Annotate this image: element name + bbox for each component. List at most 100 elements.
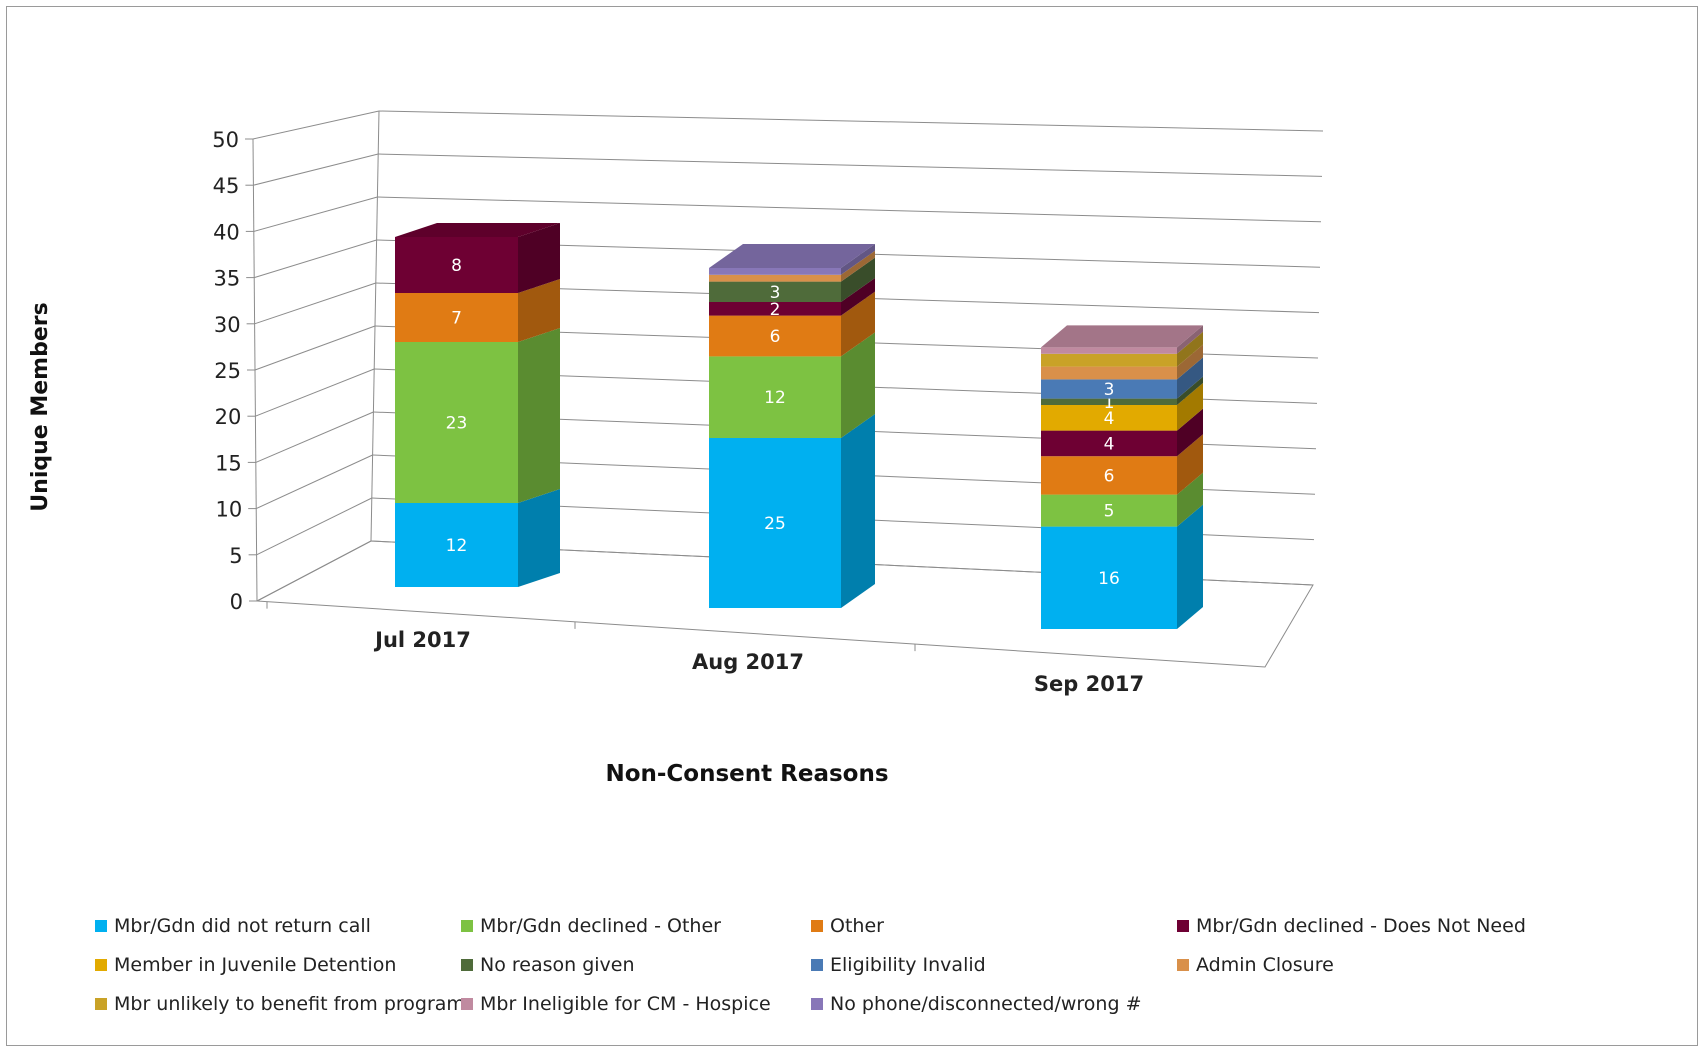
legend-label: Mbr/Gdn declined - Other <box>480 915 721 937</box>
y-tick-label: 20 <box>215 405 242 429</box>
bar-segment-side <box>1177 383 1203 431</box>
bar-segment-top <box>709 244 875 268</box>
bar-segment-front <box>1041 405 1177 431</box>
bar-segment-side <box>1177 376 1203 405</box>
bar-segment-front <box>709 356 841 438</box>
y-tick-label: 35 <box>213 267 240 291</box>
side-gridline <box>253 153 379 186</box>
y-tick-label: 5 <box>229 544 242 568</box>
bar-segment-top <box>395 223 560 237</box>
side-gridline <box>255 454 373 510</box>
legend-swatch <box>95 959 107 971</box>
data-label: 6 <box>770 327 781 347</box>
legend-label: Member in Juvenile Detention <box>114 954 397 976</box>
side-gridline <box>255 368 375 417</box>
legend-label: Eligibility Invalid <box>830 954 986 976</box>
bar-segment-side <box>1177 504 1203 629</box>
back-gridline <box>378 153 1323 177</box>
back-gridline <box>377 196 1322 223</box>
legend-item: Mbr Ineligible for CM - Hospice <box>461 993 771 1015</box>
legend-swatch <box>95 998 107 1010</box>
y-tick-label: 40 <box>213 220 240 244</box>
bar-segment-front <box>395 342 518 503</box>
bar-segment-front <box>1041 430 1177 457</box>
bar-segment-front <box>395 503 518 587</box>
data-label: 12 <box>764 388 786 408</box>
y-tick-label: 0 <box>230 590 243 614</box>
data-label: 6 <box>1104 466 1115 486</box>
data-label: 12 <box>446 536 468 556</box>
y-tick-label: 25 <box>214 359 241 383</box>
side-gridline <box>254 325 376 371</box>
legend-item: Admin Closure <box>1177 954 1334 976</box>
bar-segment-front <box>709 268 841 275</box>
bar-segment-front <box>395 237 518 293</box>
legend-item: Mbr/Gdn did not return call <box>95 915 371 937</box>
bar-segment-top <box>1041 325 1203 348</box>
side-gridline <box>252 110 380 140</box>
side-gridline <box>253 196 378 232</box>
data-label: 1 <box>1104 393 1115 413</box>
data-label: 3 <box>770 283 781 303</box>
bar-segment-side <box>841 291 875 357</box>
bar-segment-side <box>1177 331 1203 367</box>
data-label: 4 <box>1104 409 1115 429</box>
y-axis-line <box>252 138 258 602</box>
y-tick-label: 45 <box>213 174 240 198</box>
bar-segment-side <box>518 328 560 503</box>
legend-item: Mbr/Gdn declined - Other <box>461 915 721 937</box>
legend-label: No reason given <box>480 954 635 976</box>
bar-segment-front <box>709 438 841 608</box>
bar-segment-side <box>841 250 875 282</box>
bar-segment-front <box>709 302 841 316</box>
legend-item: No reason given <box>461 954 635 976</box>
bar-segment-front <box>1041 494 1177 527</box>
side-gridline <box>255 411 374 463</box>
bar-segment-side <box>841 332 875 438</box>
back-wall-edge <box>370 110 380 542</box>
bar-segment-side <box>518 223 560 293</box>
legend-item: Member in Juvenile Detention <box>95 954 396 976</box>
legend-swatch <box>811 920 823 932</box>
legend-item: No phone/disconnected/wrong # <box>811 993 1142 1015</box>
side-gridline <box>254 282 376 325</box>
x-category-label: Jul 2017 <box>373 628 471 652</box>
bar-segment-side <box>841 244 875 275</box>
legend-label: Other <box>830 915 884 937</box>
legend-label: No phone/disconnected/wrong # <box>830 993 1142 1015</box>
floor-outline <box>255 540 1314 668</box>
data-label: 5 <box>1104 502 1115 522</box>
x-axis-title: Non-Consent Reasons <box>605 761 888 787</box>
bar-segment-front <box>709 315 841 357</box>
legend-swatch <box>1177 959 1189 971</box>
bar-segment-side <box>841 257 875 302</box>
y-tick-label: 50 <box>212 128 239 152</box>
legend-swatch <box>811 959 823 971</box>
data-label: 7 <box>451 309 462 329</box>
legend-swatch <box>461 959 473 971</box>
data-label: 3 <box>1104 380 1115 400</box>
data-label: 23 <box>446 414 468 434</box>
legend-item: Mbr unlikely to benefit from program <box>95 993 465 1015</box>
bar-segment-front <box>709 274 841 282</box>
legend-label: Mbr Ineligible for CM - Hospice <box>480 993 771 1015</box>
bar-segment-front <box>1041 353 1177 367</box>
legend-swatch <box>811 998 823 1010</box>
bar-segment-front <box>1041 379 1177 399</box>
bar-segment-side <box>1177 472 1203 527</box>
legend-item: Other <box>811 915 884 937</box>
bar-segment-front <box>709 281 841 302</box>
legend-label: Admin Closure <box>1196 954 1334 976</box>
bar-segment-side <box>1177 357 1203 399</box>
x-category-label: Aug 2017 <box>692 650 804 674</box>
bar-segment-side <box>1177 325 1203 354</box>
chart-frame: 0 5 10 15 20 25 30 35 40 45 50 12 23 7 8 Jul 2017 25 12 6 2… <box>6 6 1698 1046</box>
legend-swatch <box>461 920 473 932</box>
bar-segment-side <box>1177 344 1203 380</box>
bar-segment-side <box>1177 408 1203 457</box>
y-tick-label: 10 <box>215 498 242 522</box>
x-category-label: Sep 2017 <box>1034 672 1144 696</box>
legend-item: Mbr/Gdn declined - Does Not Need <box>1177 915 1526 937</box>
legend-label: Mbr/Gdn declined - Does Not Need <box>1196 915 1526 937</box>
